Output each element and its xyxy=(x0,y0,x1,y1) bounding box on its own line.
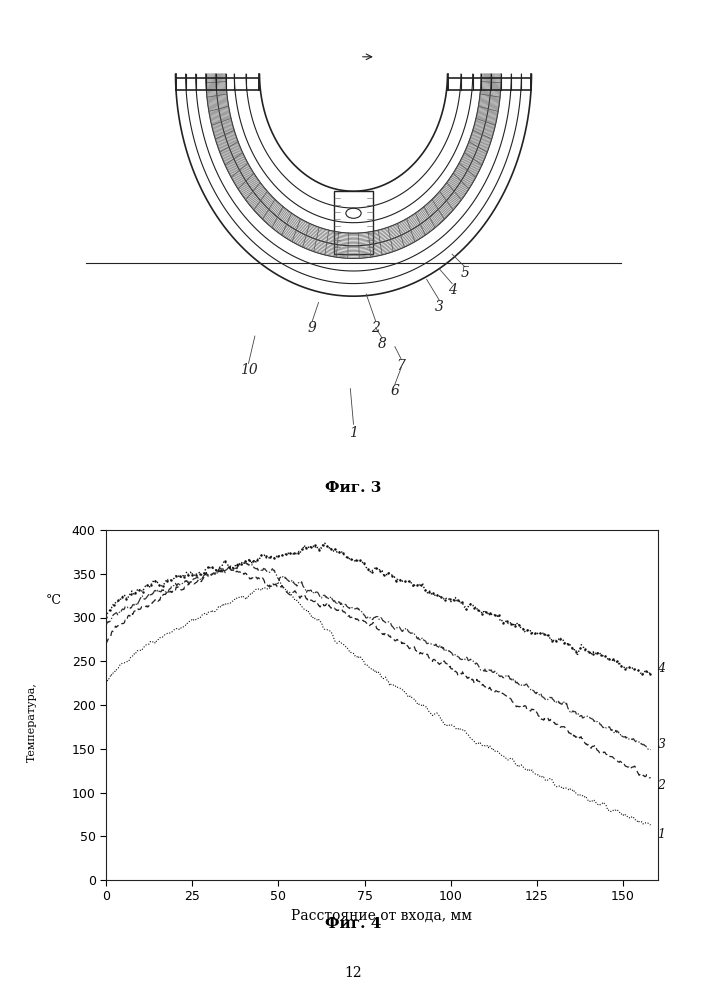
Text: 8: 8 xyxy=(378,338,387,352)
Text: Фиг. 4: Фиг. 4 xyxy=(325,917,382,931)
Text: Температура,: Температура, xyxy=(27,683,37,762)
Text: 4: 4 xyxy=(448,283,457,297)
Text: 5: 5 xyxy=(460,266,469,280)
Bar xyxy=(334,191,373,254)
Text: 4: 4 xyxy=(658,662,665,675)
Circle shape xyxy=(346,208,361,218)
Text: 1: 1 xyxy=(349,426,358,440)
X-axis label: Расстояние от входа, мм: Расстояние от входа, мм xyxy=(291,909,472,923)
Text: 3: 3 xyxy=(658,738,665,751)
Text: 6: 6 xyxy=(390,384,399,398)
Text: 9: 9 xyxy=(308,321,317,335)
Text: 10: 10 xyxy=(240,363,257,377)
Text: 2: 2 xyxy=(371,321,380,335)
Text: 3: 3 xyxy=(435,300,444,314)
Text: 7: 7 xyxy=(397,359,406,372)
Text: 1: 1 xyxy=(658,828,665,841)
Text: 2: 2 xyxy=(658,779,665,792)
Text: Фиг. 3: Фиг. 3 xyxy=(325,481,382,495)
Text: °С: °С xyxy=(46,593,62,606)
Text: 12: 12 xyxy=(345,966,362,980)
